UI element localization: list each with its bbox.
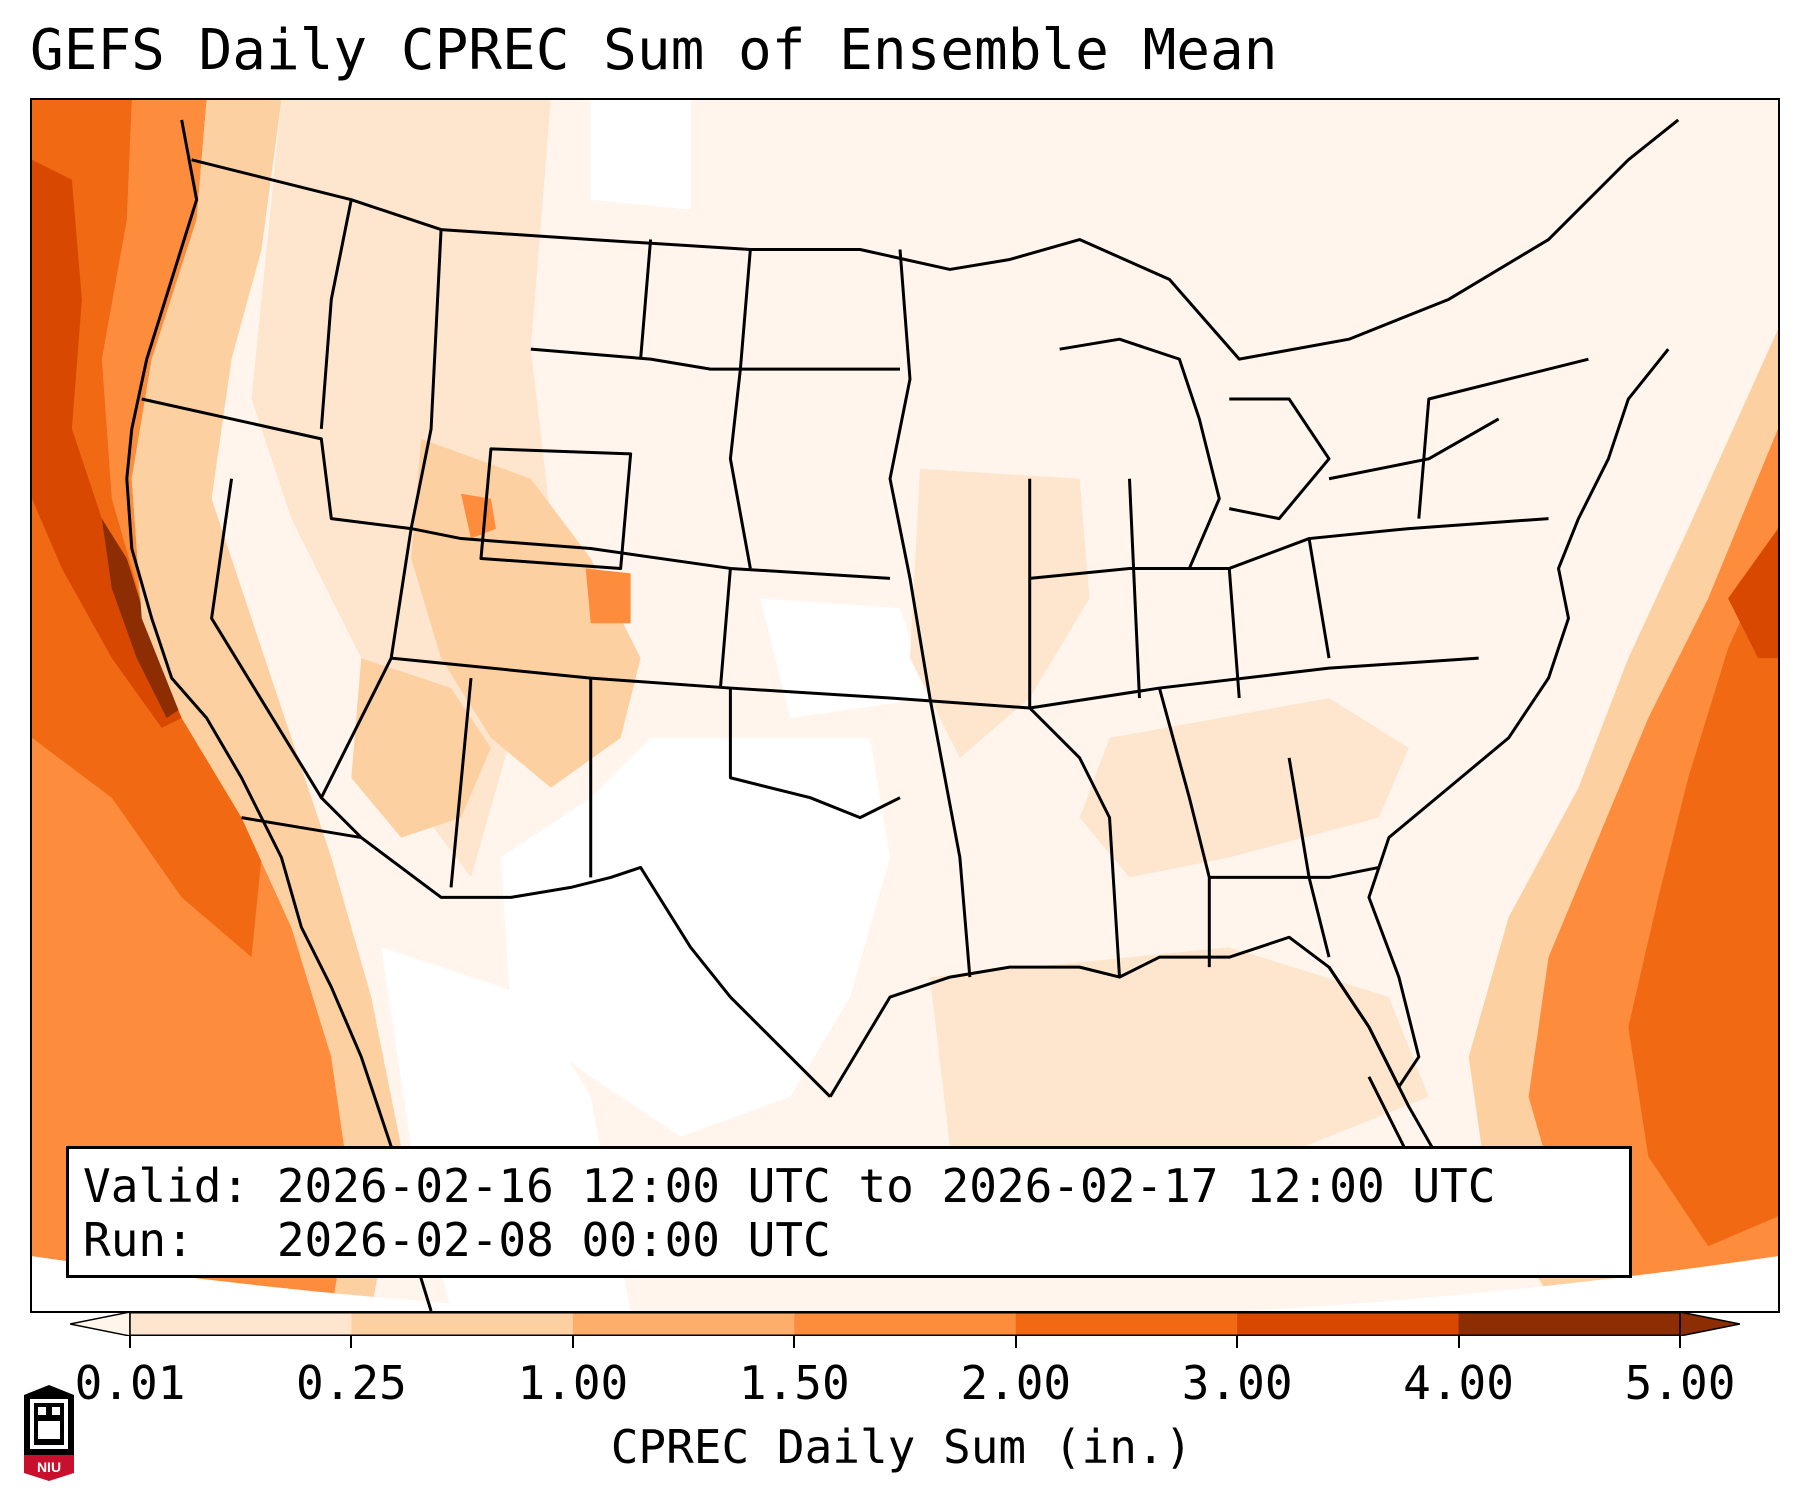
state-line-8	[449, 677, 473, 888]
precip-pacific-deep	[32, 159, 182, 728]
valid-info-box: Valid: 2026-02-16 12:00 UTC to 2026-02-1…	[66, 1146, 1632, 1278]
state-line-4	[210, 478, 323, 799]
state-line-19	[1157, 687, 1211, 968]
state-line-18	[1227, 568, 1241, 699]
state-line-12	[728, 249, 752, 569]
precip-pacific-orange	[32, 100, 352, 1311]
precip-colorado-peak	[585, 568, 631, 624]
colorbar-segment	[572, 1312, 795, 1336]
colorbar-segment	[130, 1312, 352, 1336]
state-line-22	[1307, 538, 1331, 659]
colorbar-segment	[1237, 1312, 1460, 1336]
precip-iowa-light	[909, 468, 1090, 758]
map-lower-edge	[32, 1256, 1778, 1311]
map-panel	[30, 98, 1780, 1313]
state-line-7	[479, 447, 633, 570]
colorbar-segment	[1458, 1312, 1681, 1336]
colorbar-tick-mark	[1679, 1336, 1681, 1348]
colorbar-tick-mark	[129, 1336, 131, 1348]
state-line-5	[391, 656, 1479, 710]
boundaries	[125, 118, 1680, 1311]
niu-logo: NIU	[24, 1385, 74, 1481]
state-line-13	[639, 239, 653, 360]
state-line-16	[1029, 517, 1549, 580]
run-time-line: Run: 2026-02-08 00:00 UTC	[83, 1213, 831, 1267]
state-line-15	[1028, 478, 1122, 978]
colorbar-tick-label: 3.00	[1181, 1356, 1293, 1410]
colorbar-label: CPREC Daily Sum (in.)	[610, 1420, 1193, 1474]
state-line-14	[888, 249, 972, 978]
colorbar-tick-mark	[793, 1336, 796, 1348]
colorbar-frame	[129, 1312, 1681, 1336]
colorbar-tick-mark	[350, 1336, 353, 1348]
colorbar-tick-label: 0.01	[74, 1356, 186, 1410]
us-coastline-west	[125, 119, 433, 1311]
state-line-1	[141, 397, 891, 580]
colorbar-tick-label: 5.00	[1624, 1356, 1736, 1410]
colorbar-tick-mark	[1014, 1336, 1017, 1348]
precip-dry-north	[590, 100, 691, 210]
state-line-2	[319, 199, 353, 430]
precipitation-map	[32, 100, 1778, 1311]
precip-southeast-light	[1079, 698, 1409, 878]
precip-atlantic-deep	[1728, 528, 1778, 659]
precip-dry-kansas	[760, 598, 930, 718]
colorbar-tick-label: 2.00	[960, 1356, 1072, 1410]
colorbar-segment	[1015, 1312, 1238, 1336]
state-line-21	[1209, 865, 1380, 879]
colorbar-segment	[794, 1312, 1017, 1336]
colorbar-tick-label: 1.50	[738, 1356, 850, 1410]
gulf-coast	[828, 348, 1670, 1098]
colorbar-segment	[351, 1312, 574, 1336]
us-canada-border	[191, 118, 1680, 361]
precip-dry-south-central	[500, 737, 891, 1137]
precip-pacific-dark	[32, 100, 262, 958]
precip-shading	[32, 100, 1778, 1311]
state-line-3	[319, 229, 443, 839]
great-lakes	[1059, 337, 1500, 570]
colorbar-tick-mark	[1236, 1336, 1239, 1348]
colorbar-tick-label: 4.00	[1403, 1356, 1514, 1410]
colorbar-tick-mark	[571, 1336, 574, 1348]
page-title: GEFS Daily CPREC Sum of Ensemble Mean	[30, 18, 1278, 83]
precip-arizona	[351, 658, 491, 838]
us-mexico-border	[241, 816, 832, 1098]
precip-gulf-light	[929, 947, 1429, 1197]
colorbar-extend-min	[70, 1312, 131, 1336]
colorbar-tick-label: 1.00	[517, 1356, 629, 1410]
colorbar-tick-mark	[1457, 1336, 1460, 1348]
colorbar-tick-label: 0.25	[296, 1356, 407, 1410]
colorbar-extend-max	[1679, 1312, 1740, 1336]
state-line-6	[530, 347, 901, 371]
svg-text:NIU: NIU	[37, 1459, 61, 1475]
state-line-17	[1127, 478, 1141, 699]
precip-atlantic-dark	[1628, 538, 1778, 1247]
colorbar	[70, 1312, 1740, 1336]
state-line-11	[718, 568, 732, 689]
valid-time-line: Valid: 2026-02-16 12:00 UTC to 2026-02-1…	[83, 1159, 1496, 1213]
state-line-10	[728, 688, 901, 820]
state-line-23	[1417, 357, 1589, 519]
